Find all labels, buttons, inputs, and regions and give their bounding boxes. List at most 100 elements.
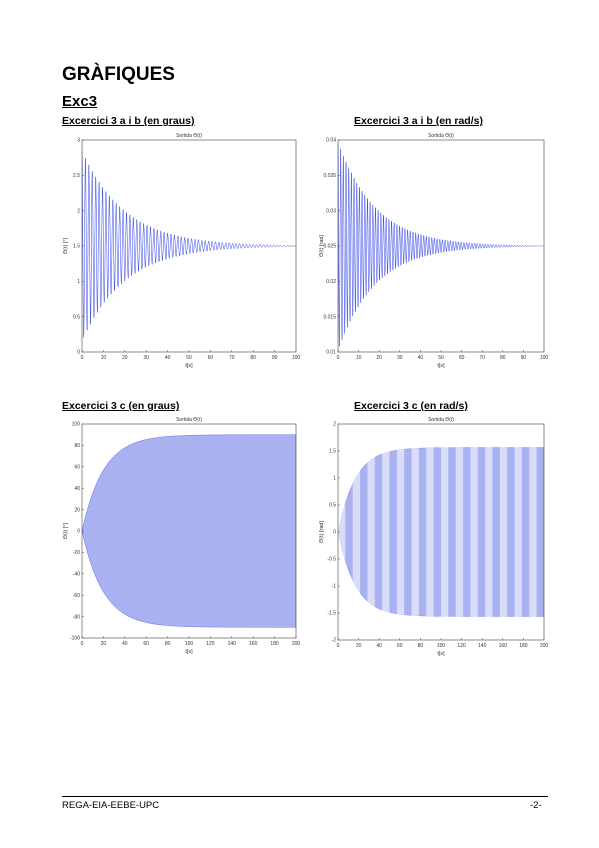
figure-caption-1: Excercici 3 a i b (en graus) [62, 115, 195, 127]
x-tick-label: 100 [185, 641, 194, 647]
series-line [82, 150, 296, 338]
y-tick-label: 1 [77, 279, 80, 285]
x-tick-label: 70 [229, 355, 235, 361]
y-tick-label: 0.015 [323, 314, 336, 320]
x-axis-label: t[s] [437, 651, 445, 657]
y-tick-label: 2.5 [73, 173, 80, 179]
series-line [338, 141, 544, 347]
y-tick-label: -1.5 [327, 611, 336, 617]
chart-3: Sortida Θ(t)0 20 40 60 80 100 120 140 160 180 200-… [63, 417, 300, 655]
x-tick-label: 50 [186, 355, 192, 361]
chart-title: Sortida Θ(t) [176, 417, 202, 423]
x-tick-label: 0 [81, 355, 84, 361]
x-tick-label: 80 [500, 355, 506, 361]
y-tick-label: -40 [73, 572, 80, 578]
x-axis-label: t[s] [437, 363, 445, 369]
chart-title: Sortida Θ(t) [176, 133, 202, 139]
x-axis-label: t[s] [185, 363, 193, 369]
chart-4: Sortida Θ(t)0 20 40 60 80 100 120 140 160 180 200-… [319, 417, 548, 657]
x-tick-label: 80 [418, 643, 424, 649]
footer-left: REGA-EIA-EEBE-UPC [62, 800, 160, 811]
series-envelope [82, 434, 296, 628]
page-title: GRÀFIQUES [62, 64, 175, 85]
footer-divider [62, 796, 548, 797]
x-tick-label: 60 [208, 355, 214, 361]
plot-area [338, 424, 544, 640]
y-tick-label: -2 [332, 638, 337, 644]
y-tick-label: 2 [333, 422, 336, 428]
chart-title: Sortida Θ(t) [428, 133, 454, 139]
y-tick-label: -0.5 [327, 557, 336, 563]
chart-title: Sortida Θ(t) [428, 417, 454, 423]
chart-1: Sortida Θ(t) 0 10 20 30 40 50 60 70 80 90 100 0 0.5 1 1… [63, 133, 301, 369]
y-tick-label: -20 [73, 550, 80, 556]
x-axis-label: t[s] [185, 649, 193, 655]
x-tick-label: 90 [272, 355, 278, 361]
y-tick-label: 1.5 [73, 244, 80, 250]
y-tick-label: 20 [74, 507, 80, 513]
y-axis-label: Θ(t) [rad] [319, 235, 325, 257]
figure-caption-3: Excercici 3 c (en graus) [62, 400, 180, 412]
x-tick-label: 160 [499, 643, 508, 649]
y-tick-label: 80 [74, 443, 80, 449]
x-tick-label: 0 [337, 643, 340, 649]
x-tick-label: 80 [165, 641, 171, 647]
x-tick-label: 70 [479, 355, 485, 361]
y-tick-label: 2 [77, 208, 80, 214]
x-tick-label: 0 [81, 641, 84, 647]
y-tick-label: 100 [72, 422, 81, 428]
y-tick-label: 60 [74, 465, 80, 471]
x-tick-label: 40 [122, 641, 128, 647]
x-tick-label: 0 [337, 355, 340, 361]
y-axis-label: Θ(t) [rad] [319, 521, 325, 543]
x-tick-label: 10 [356, 355, 362, 361]
x-tick-label: 20 [376, 355, 382, 361]
x-tick-label: 80 [250, 355, 256, 361]
y-tick-label: 0.03 [326, 208, 336, 214]
y-tick-label: 0.5 [73, 314, 80, 320]
plot-area [82, 434, 296, 628]
axes-box [337, 139, 545, 353]
x-tick-label: 40 [376, 643, 382, 649]
plot-area [338, 141, 544, 347]
y-tick-label: 0.04 [326, 138, 336, 144]
y-tick-label: 0.5 [329, 503, 336, 509]
x-tick-label: 120 [206, 641, 215, 647]
x-tick-label: 20 [356, 643, 362, 649]
y-tick-label: -80 [73, 614, 80, 620]
y-tick-label: -100 [70, 636, 80, 642]
x-tick-label: 100 [540, 355, 549, 361]
x-tick-label: 140 [228, 641, 237, 647]
x-tick-label: 20 [122, 355, 128, 361]
y-tick-label: 0.02 [326, 279, 336, 285]
y-tick-label: 0.025 [323, 244, 336, 250]
y-tick-label: 40 [74, 486, 80, 492]
x-tick-label: 50 [438, 355, 444, 361]
y-axis-label: Θ(t) [°] [63, 237, 69, 254]
x-tick-label: 60 [143, 641, 149, 647]
footer-page-number: -2- [530, 800, 542, 811]
x-tick-label: 30 [397, 355, 403, 361]
figure-caption-2: Excercici 3 a i b (en rad/s) [354, 115, 483, 127]
y-tick-label: 3 [77, 138, 80, 144]
y-tick-label: 0.01 [326, 350, 336, 356]
x-tick-label: 160 [249, 641, 258, 647]
figure-caption-4: Excercici 3 c (en rad/s) [354, 400, 468, 412]
x-tick-label: 60 [459, 355, 465, 361]
x-tick-label: 60 [397, 643, 403, 649]
y-tick-label: 0 [333, 530, 336, 536]
section-heading: Exc3 [62, 93, 98, 110]
plot-area [82, 150, 296, 338]
y-tick-label: 1.5 [329, 449, 336, 455]
x-tick-label: 180 [270, 641, 279, 647]
x-tick-label: 40 [418, 355, 424, 361]
x-tick-label: 40 [165, 355, 171, 361]
x-tick-label: 140 [478, 643, 487, 649]
x-tick-label: 180 [519, 643, 528, 649]
x-tick-label: 90 [521, 355, 527, 361]
x-tick-label: 100 [292, 355, 301, 361]
y-axis-label: Θ(t) [°] [63, 522, 69, 539]
x-tick-label: 20 [101, 641, 107, 647]
y-tick-label: 1 [333, 476, 336, 482]
y-tick-label: 0 [77, 350, 80, 356]
